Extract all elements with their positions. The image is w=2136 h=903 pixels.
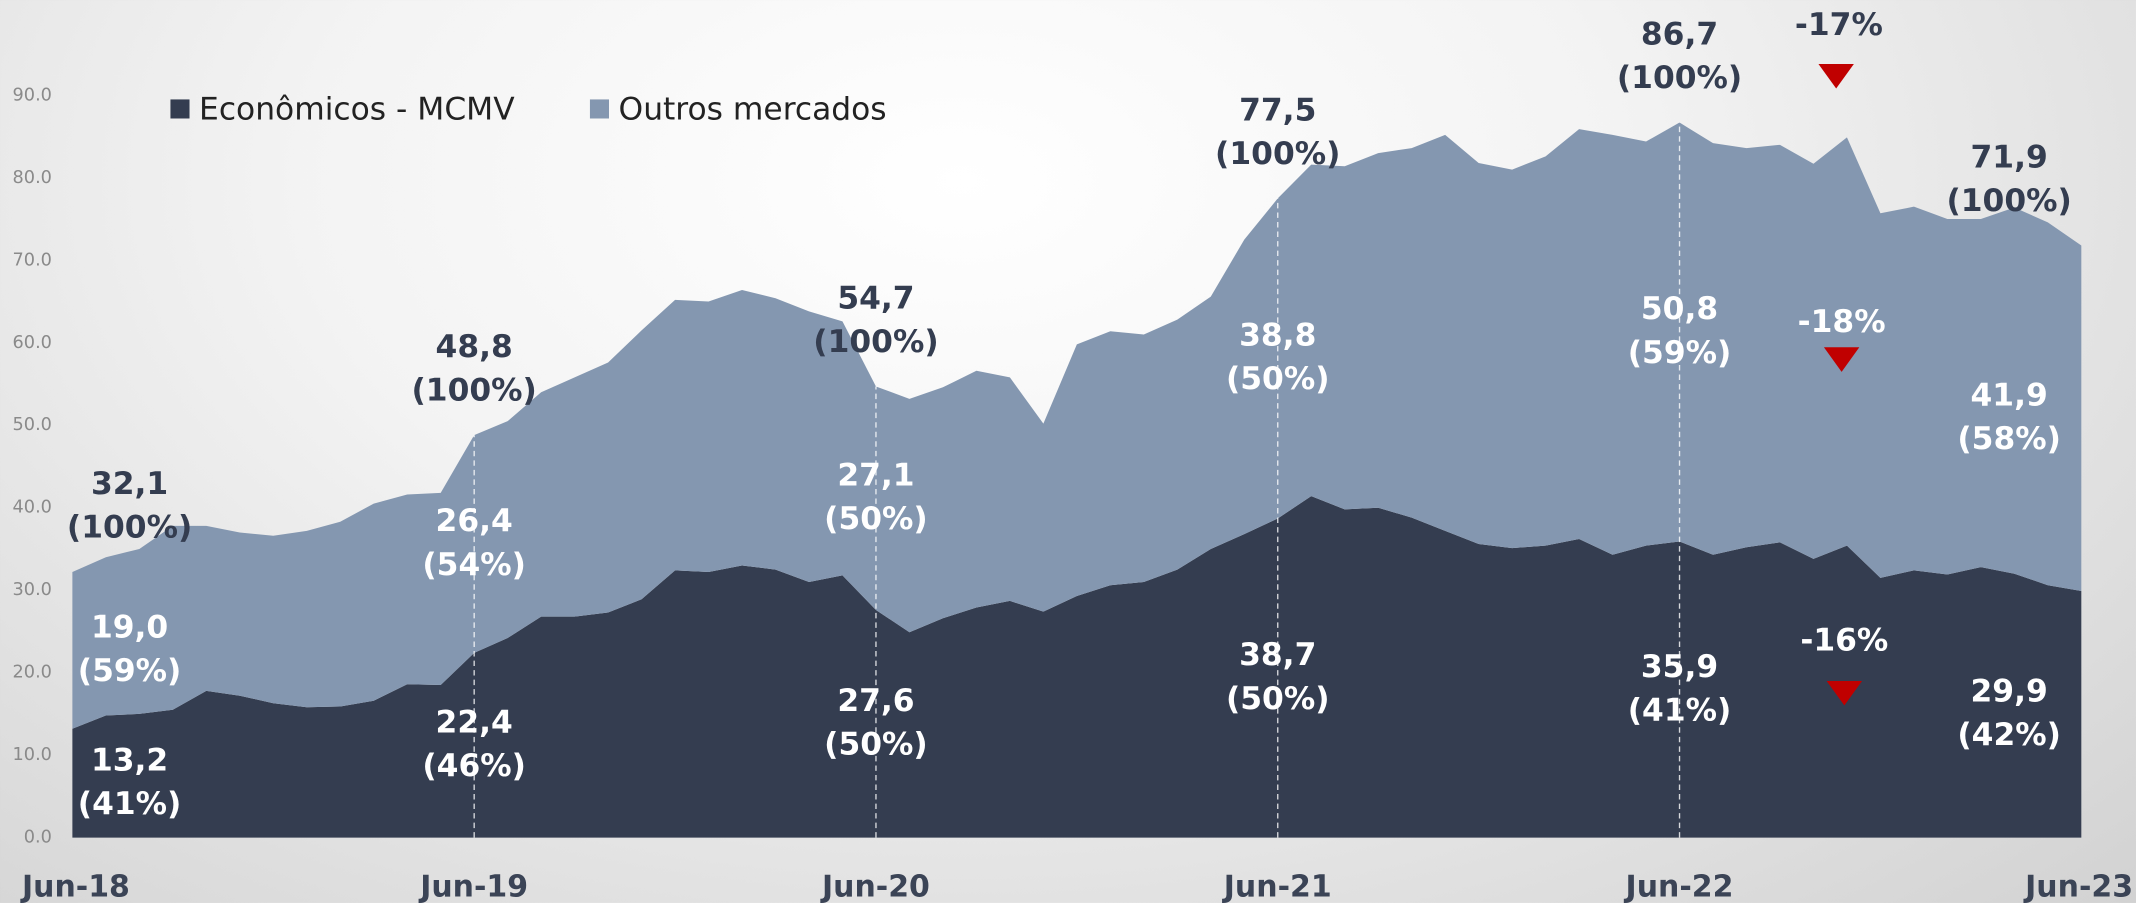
x-tick-label: Jun-22 [1624, 870, 1734, 903]
data-label: 29,9 [1971, 674, 2048, 710]
x-tick-label: Jun-19 [418, 870, 528, 903]
data-label: (100%) [411, 373, 536, 409]
data-label: 77,5 [1239, 92, 1316, 128]
data-label: (59%) [1628, 335, 1732, 371]
data-label: 54,7 [837, 280, 914, 316]
data-label: (50%) [824, 727, 928, 763]
data-label: (100%) [1946, 183, 2071, 219]
data-label: 86,7 [1641, 16, 1718, 52]
data-label: (100%) [813, 324, 938, 360]
x-tick-label: Jun-23 [2023, 870, 2133, 903]
y-tick-label: 80.0 [13, 168, 52, 188]
area [72, 496, 2082, 838]
data-label: 50,8 [1641, 291, 1718, 327]
change-marker [1823, 347, 1860, 372]
data-label: 22,4 [436, 704, 513, 740]
legend-label: Outros mercados [619, 91, 887, 127]
data-label: 19,0 [91, 610, 168, 646]
area [72, 122, 2082, 729]
change-marker [1826, 680, 1863, 706]
y-tick-label: 70.0 [13, 250, 52, 270]
x-tick-label: Jun-18 [20, 870, 130, 903]
data-label: (41%) [78, 786, 182, 822]
data-label: 38,7 [1239, 637, 1316, 673]
data-label: 71,9 [1971, 139, 2048, 175]
change-label: -18% [1798, 304, 1886, 340]
data-label: 13,2 [91, 742, 168, 778]
data-label: 41,9 [1971, 377, 2048, 413]
data-label: 38,8 [1239, 318, 1316, 354]
x-tick-label: Jun-20 [820, 870, 930, 903]
data-label: (100%) [1617, 60, 1742, 96]
legend-swatch [170, 99, 190, 119]
y-tick-label: 0.0 [24, 828, 52, 848]
data-label: 27,1 [837, 457, 914, 493]
data-label: (50%) [824, 501, 928, 537]
data-label: 26,4 [436, 503, 513, 539]
data-label: (46%) [422, 748, 526, 784]
data-label: 48,8 [436, 329, 513, 365]
y-tick-label: 30.0 [13, 580, 52, 600]
y-tick-label: 60.0 [13, 333, 52, 353]
data-label: (100%) [1215, 136, 1340, 172]
change-marker [1818, 64, 1854, 89]
data-label: (59%) [78, 653, 182, 689]
data-label: (50%) [1226, 681, 1330, 717]
data-label: (42%) [1957, 717, 2061, 753]
legend-label: Econômicos - MCMV [199, 91, 515, 127]
data-label: 32,1 [91, 466, 168, 502]
y-tick-label: 40.0 [13, 498, 52, 518]
change-label: -17% [1795, 7, 1883, 43]
legend-swatch [589, 99, 610, 119]
y-tick-label: 90.0 [13, 85, 52, 105]
data-label: (100%) [67, 509, 192, 545]
data-label: (41%) [1628, 692, 1732, 728]
y-tick-label: 20.0 [13, 663, 52, 683]
y-tick-label: 10.0 [13, 745, 52, 765]
data-label: (58%) [1957, 421, 2061, 457]
data-label: 27,6 [837, 683, 914, 719]
y-tick-label: 50.0 [13, 415, 52, 435]
data-label: (54%) [422, 547, 526, 583]
data-label: 35,9 [1641, 649, 1718, 685]
change-label: -16% [1800, 622, 1888, 658]
data-label: (50%) [1226, 361, 1330, 397]
x-tick-label: Jun-21 [1222, 870, 1332, 903]
